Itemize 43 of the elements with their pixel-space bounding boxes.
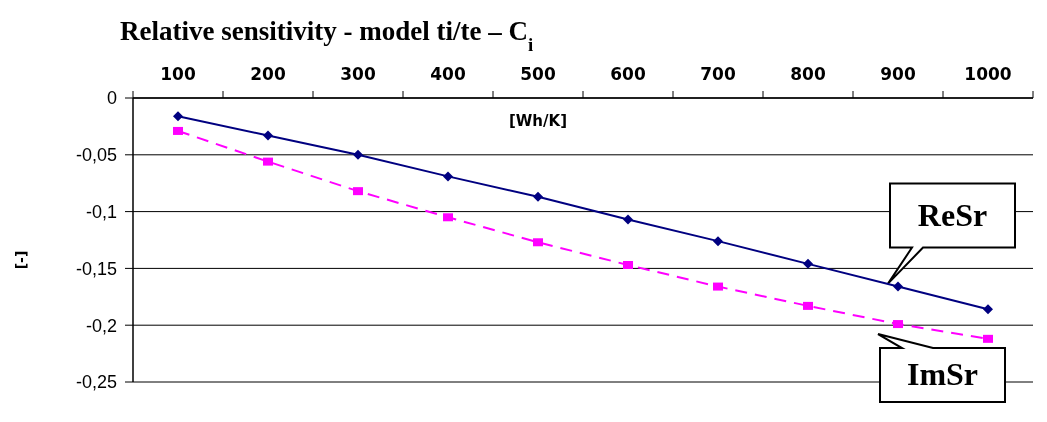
- point: [803, 301, 813, 310]
- x-tick-label: 500: [520, 64, 556, 84]
- point: [713, 282, 723, 291]
- point: [263, 130, 273, 141]
- x-tick-label: 1000: [964, 64, 1012, 84]
- y-axis-title: [-]: [13, 250, 29, 270]
- point: [713, 236, 723, 247]
- y-tick-label: 0: [106, 88, 117, 109]
- callout-box: ImSr: [877, 333, 1006, 404]
- point: [623, 214, 633, 225]
- point: [623, 260, 633, 269]
- x-tick-label: 900: [880, 64, 916, 84]
- point: [893, 281, 903, 292]
- chart-title: Relative sensitivity - model ti/te – C$_{i}$: [120, 16, 534, 55]
- point: [533, 191, 543, 202]
- x-tick-label: 400: [430, 64, 466, 84]
- x-tick-label: 100: [160, 64, 196, 84]
- point: [983, 304, 993, 315]
- point: [533, 238, 543, 247]
- point: [173, 126, 183, 135]
- y-tick-label: -0,15: [75, 258, 117, 279]
- x-tick-label: 200: [250, 64, 286, 84]
- point: [443, 171, 453, 182]
- x-tick-label: 600: [610, 64, 646, 84]
- x-axis-title: [Wh/K]: [508, 112, 568, 130]
- point: [173, 111, 183, 122]
- point: [983, 334, 993, 343]
- point: [263, 157, 273, 166]
- point: [353, 187, 363, 196]
- point: [353, 149, 363, 160]
- y-tick-label: -0,2: [85, 315, 117, 336]
- x-tick-label: 300: [340, 64, 376, 84]
- y-tick-label: -0,05: [75, 145, 117, 166]
- point: [443, 213, 453, 222]
- point: [893, 320, 903, 329]
- series-label: ImSr: [906, 356, 979, 393]
- series-label: ReSr: [917, 196, 988, 233]
- callout-box: ReSr: [887, 182, 1016, 285]
- point: [803, 258, 813, 269]
- x-tick-label: 800: [790, 64, 826, 84]
- y-tick-label: -0,25: [75, 372, 117, 393]
- x-tick-label: 700: [700, 64, 736, 84]
- y-tick-label: -0,1: [85, 201, 117, 222]
